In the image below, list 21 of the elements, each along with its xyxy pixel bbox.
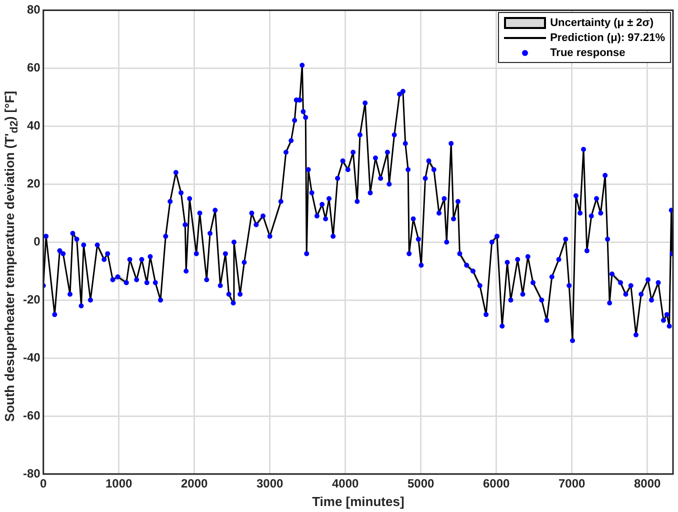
y-tick-label: 80 xyxy=(26,2,41,17)
y-tick-label: -20 xyxy=(23,292,41,306)
y-tick-label: 40 xyxy=(26,118,41,132)
x-tick-label: 7000 xyxy=(558,476,586,491)
y-tick-label: -60 xyxy=(23,408,41,422)
x-tick-label: 6000 xyxy=(482,476,510,491)
x-axis-title: Time [minutes] xyxy=(312,494,404,509)
legend-label: Prediction (μ): 97.21% xyxy=(550,32,665,44)
y-tick-label: 20 xyxy=(26,176,41,190)
legend-label: True response xyxy=(550,46,626,59)
y-tick-label: -80 xyxy=(23,466,41,480)
x-tick-label: 2000 xyxy=(180,476,208,491)
y-tick-label: 60 xyxy=(26,60,41,74)
y-tick-label: -40 xyxy=(23,350,41,364)
x-tick-label: 1000 xyxy=(105,476,133,491)
x-tick-label: 5000 xyxy=(407,476,435,491)
x-tick-label: 4000 xyxy=(332,476,360,491)
x-tick-label: 8000 xyxy=(634,476,661,491)
y-tick-label: 0 xyxy=(34,234,41,248)
annotation: Uncertainty (μ ± 2σ) xyxy=(550,16,654,29)
x-tick-label: 3000 xyxy=(256,476,284,491)
